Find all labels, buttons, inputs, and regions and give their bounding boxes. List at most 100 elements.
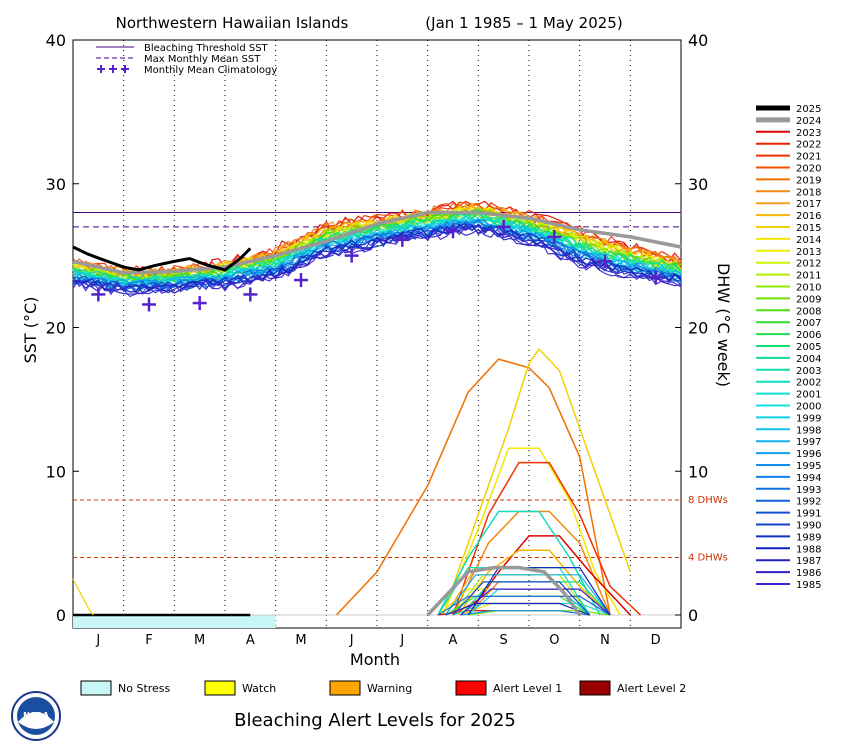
y-axis-left-label: SST (°C) [21, 297, 40, 364]
climatology-marker [243, 287, 258, 302]
climatology-markers [91, 219, 663, 312]
year-label: 2014 [796, 235, 821, 246]
alert-label: Warning [367, 682, 412, 695]
alert-label: Watch [242, 682, 276, 695]
year-label: 1999 [796, 413, 821, 424]
x-axis-label: Month [350, 650, 400, 669]
alert-swatch [204, 680, 236, 696]
dhw-ref-label: 4 DHWs [688, 553, 728, 564]
year-label: 2010 [796, 283, 821, 294]
dhw-line-2024 [426, 565, 582, 617]
year-label: 1994 [796, 473, 821, 484]
year-label: 2015 [796, 223, 821, 234]
alert-level-legend: No Stress Watch Warning Alert Level 1 Alert … [80, 680, 686, 696]
year-label: 1998 [796, 425, 821, 436]
sst-line-2025 [72, 245, 252, 272]
year-label: 2019 [796, 175, 821, 186]
sst-line-2005 [72, 212, 682, 286]
year-label: 2003 [796, 366, 821, 377]
y-tick-label-right: 10 [688, 462, 708, 481]
dhw-line-2014 [442, 447, 621, 616]
alert-label: Alert Level 1 [493, 682, 562, 695]
x-tick-label: J [349, 633, 354, 648]
chart-title: Northwestern Hawaiian Islands [116, 14, 349, 32]
y-tick-label-left: 10 [46, 462, 66, 481]
x-tick-label: J [95, 633, 100, 648]
dhw-line-2019 [335, 358, 611, 616]
year-label: 2006 [796, 330, 821, 341]
sst-line-2020 [72, 202, 682, 278]
alert-swatch [80, 680, 112, 696]
year-label: 2005 [796, 342, 821, 353]
climatology-marker [547, 229, 562, 244]
year-label: 1993 [796, 485, 821, 496]
legend-label: Max Monthly Mean SST [144, 54, 261, 65]
climatology-marker [648, 270, 663, 285]
year-label: 1997 [796, 437, 821, 448]
dhw-line-early [72, 578, 94, 616]
y-axis-right-label: DHW (°C week) [714, 263, 733, 387]
alert-swatch [329, 680, 361, 696]
dhw-line-2016 [457, 549, 611, 616]
year-label: 2018 [796, 187, 821, 198]
x-tick-label: A [449, 633, 458, 648]
x-tick-label: S [500, 633, 508, 648]
dhw-line-1997 [444, 574, 611, 616]
y-tick-label-left: 30 [46, 175, 66, 194]
year-label: 2013 [796, 247, 821, 258]
year-label: 2001 [796, 390, 821, 401]
year-label: 2007 [796, 318, 821, 329]
year-label: 1986 [796, 568, 821, 579]
climatology-marker [598, 254, 612, 269]
climatology-marker [294, 273, 308, 288]
year-label: 2000 [796, 402, 821, 413]
climatology-marker [192, 296, 207, 311]
alert-swatch [579, 680, 611, 696]
dhw-line-1985 [460, 588, 611, 616]
y-tick-label-left: 20 [46, 319, 66, 338]
year-label: 2022 [796, 140, 821, 151]
x-tick-label: M [295, 633, 306, 648]
axes: 0 0 10 10 20 20 30 30 40 40 J F M A M J J A S O N D [46, 31, 709, 648]
year-label: 2004 [796, 354, 821, 365]
year-label: 2023 [796, 128, 821, 139]
x-tick-label: F [145, 633, 152, 648]
dhw-line-1993 [437, 595, 611, 616]
year-label: 2011 [796, 271, 821, 282]
legend-label: Bleaching Threshold SST [144, 43, 269, 54]
year-label: 2024 [796, 116, 821, 127]
x-tick-label: D [651, 633, 661, 648]
year-legend: 2025202420232022202120202019201820172016… [756, 104, 821, 591]
y-tick-label-left: 40 [46, 31, 66, 50]
alert-label: No Stress [118, 682, 171, 695]
sst-lines [72, 210, 682, 275]
x-tick-label: O [549, 633, 559, 648]
year-label: 2016 [796, 211, 821, 222]
dhw-line-2023 [467, 535, 631, 616]
y-tick-label-right: 20 [688, 319, 708, 338]
y-tick-label-right: 0 [688, 606, 698, 625]
year-label: 1988 [796, 544, 821, 555]
bottom-title: Bleaching Alert Levels for 2025 [234, 710, 516, 731]
sst-line-2024 [72, 210, 682, 275]
no-stress-bar [73, 615, 276, 628]
climatology-marker [446, 224, 460, 239]
climatology-marker [395, 232, 410, 247]
sst-line-1985 [72, 225, 682, 298]
x-tick-label: J [399, 633, 404, 648]
year-label: 1989 [796, 532, 821, 543]
sst-line-1986 [72, 228, 682, 295]
climatology-marker [91, 287, 106, 302]
noaa-logo: NOAA [11, 691, 61, 741]
chart-date-range: (Jan 1 1985 – 1 May 2025) [425, 14, 622, 32]
legend-label: Monthly Mean Climatology [144, 65, 277, 76]
x-tick-label: N [600, 633, 610, 648]
x-tick-label: A [246, 633, 255, 648]
sst-line-1987 [72, 223, 682, 293]
alert-swatch [455, 680, 487, 696]
dhw-lines [72, 347, 642, 617]
y-tick-label-right: 40 [688, 31, 708, 50]
year-label: 2012 [796, 259, 821, 270]
